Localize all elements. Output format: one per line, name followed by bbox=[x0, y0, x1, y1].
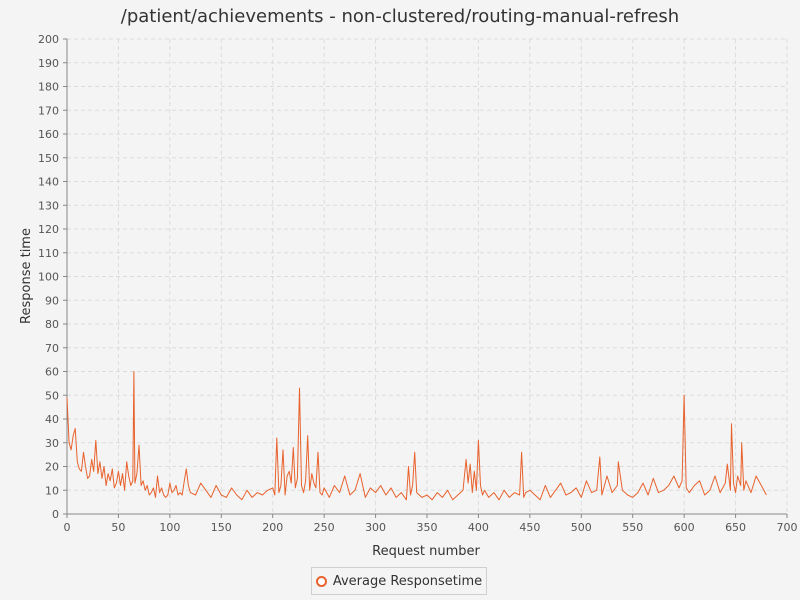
y-tick-label: 110 bbox=[38, 247, 59, 260]
y-tick-label: 100 bbox=[38, 271, 59, 284]
x-tick-label: 100 bbox=[159, 521, 180, 534]
y-tick-label: 50 bbox=[45, 389, 59, 402]
series-line bbox=[66, 371, 767, 501]
x-tick-label: 300 bbox=[365, 521, 386, 534]
grid-lines bbox=[66, 38, 788, 515]
x-axis-title: Request number bbox=[372, 544, 480, 559]
y-tick-label: 10 bbox=[45, 484, 59, 497]
y-tick-label: 0 bbox=[52, 508, 59, 521]
x-tick-label: 500 bbox=[571, 521, 592, 534]
x-tick-label: 250 bbox=[314, 521, 335, 534]
y-tick-label: 140 bbox=[38, 176, 59, 189]
x-tick-label: 200 bbox=[262, 521, 283, 534]
axes: 0 10 20 30 40 50 60 70 80 90 100 110 120 130 140 150 160… bbox=[38, 33, 798, 534]
x-tick-label: 550 bbox=[622, 521, 643, 534]
legend[interactable]: Average Responsetime bbox=[311, 567, 487, 595]
y-axis-title: Response time bbox=[19, 228, 34, 324]
x-tick-label: 600 bbox=[674, 521, 695, 534]
series-group bbox=[66, 371, 767, 501]
y-tick-label: 80 bbox=[45, 318, 59, 331]
x-tick-label: 0 bbox=[64, 521, 71, 534]
y-tick-label: 90 bbox=[45, 294, 59, 307]
y-tick-label: 70 bbox=[45, 342, 59, 355]
y-tick-label: 170 bbox=[38, 104, 59, 117]
legend-marker-icon bbox=[315, 575, 327, 587]
y-tick-label: 120 bbox=[38, 223, 59, 236]
y-tick-label: 180 bbox=[38, 81, 59, 94]
x-tick-label: 350 bbox=[417, 521, 438, 534]
x-tick-label: 400 bbox=[468, 521, 489, 534]
y-tick-label: 200 bbox=[38, 33, 59, 46]
x-tick-label: 150 bbox=[211, 521, 232, 534]
legend-label: Average Responsetime bbox=[332, 573, 483, 589]
x-tick-label: 700 bbox=[777, 521, 798, 534]
y-tick-label: 150 bbox=[38, 152, 59, 165]
chart-title: /patient/achievements - non-clustered/ro… bbox=[120, 6, 680, 27]
y-tick-label: 20 bbox=[45, 461, 59, 474]
y-tick-label: 130 bbox=[38, 199, 59, 212]
x-tick-label: 450 bbox=[519, 521, 540, 534]
y-tick-label: 60 bbox=[45, 366, 59, 379]
y-tick-label: 160 bbox=[38, 128, 59, 141]
x-tick-label: 650 bbox=[725, 521, 746, 534]
y-tick-label: 190 bbox=[38, 57, 59, 70]
y-tick-label: 30 bbox=[45, 437, 59, 450]
y-tick-label: 40 bbox=[45, 413, 59, 426]
x-tick-label: 50 bbox=[111, 521, 125, 534]
